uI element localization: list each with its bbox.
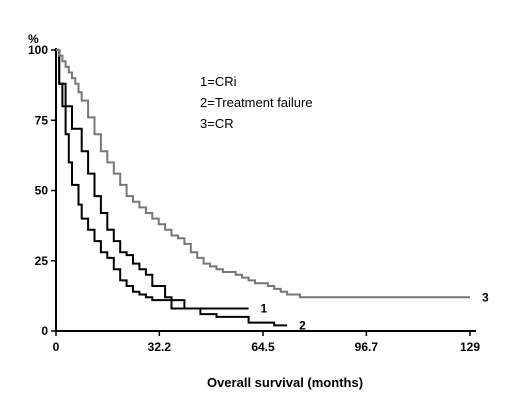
y-tick-label: 100 — [28, 43, 48, 57]
x-tick-label: 64.5 — [251, 340, 275, 354]
legend-entry-1: 1=CRi — [200, 74, 237, 89]
y-tick-label: 75 — [35, 113, 49, 127]
y-unit-label: % — [28, 32, 39, 46]
y-tick-label: 50 — [35, 184, 49, 198]
legend-entry-3: 3=CR — [200, 116, 234, 131]
series-2-label: 2 — [299, 318, 306, 332]
x-tick-label: 32.2 — [148, 340, 172, 354]
series-1-line — [56, 49, 249, 310]
series-labels: 1 2 3 — [261, 290, 489, 332]
x-axis-label: Overall survival (months) — [207, 375, 363, 390]
ticks: 0 25 50 75 100 0 32.2 64.5 96.7 129 — [28, 43, 480, 354]
legend: 1=CRi 2=Treatment failure 3=CR — [200, 74, 313, 131]
x-tick-label: 96.7 — [355, 340, 379, 354]
series-3-line — [56, 49, 470, 299]
series-1-label: 1 — [261, 302, 268, 316]
y-tick-label: 0 — [41, 324, 48, 338]
axes — [55, 48, 476, 332]
x-tick-label: 129 — [460, 340, 480, 354]
legend-entry-2: 2=Treatment failure — [200, 95, 313, 110]
series-3-label: 3 — [482, 290, 489, 304]
x-tick-label: 0 — [53, 340, 60, 354]
series-lines — [56, 49, 470, 327]
y-tick-label: 25 — [35, 254, 49, 268]
series-2-line — [56, 49, 288, 327]
